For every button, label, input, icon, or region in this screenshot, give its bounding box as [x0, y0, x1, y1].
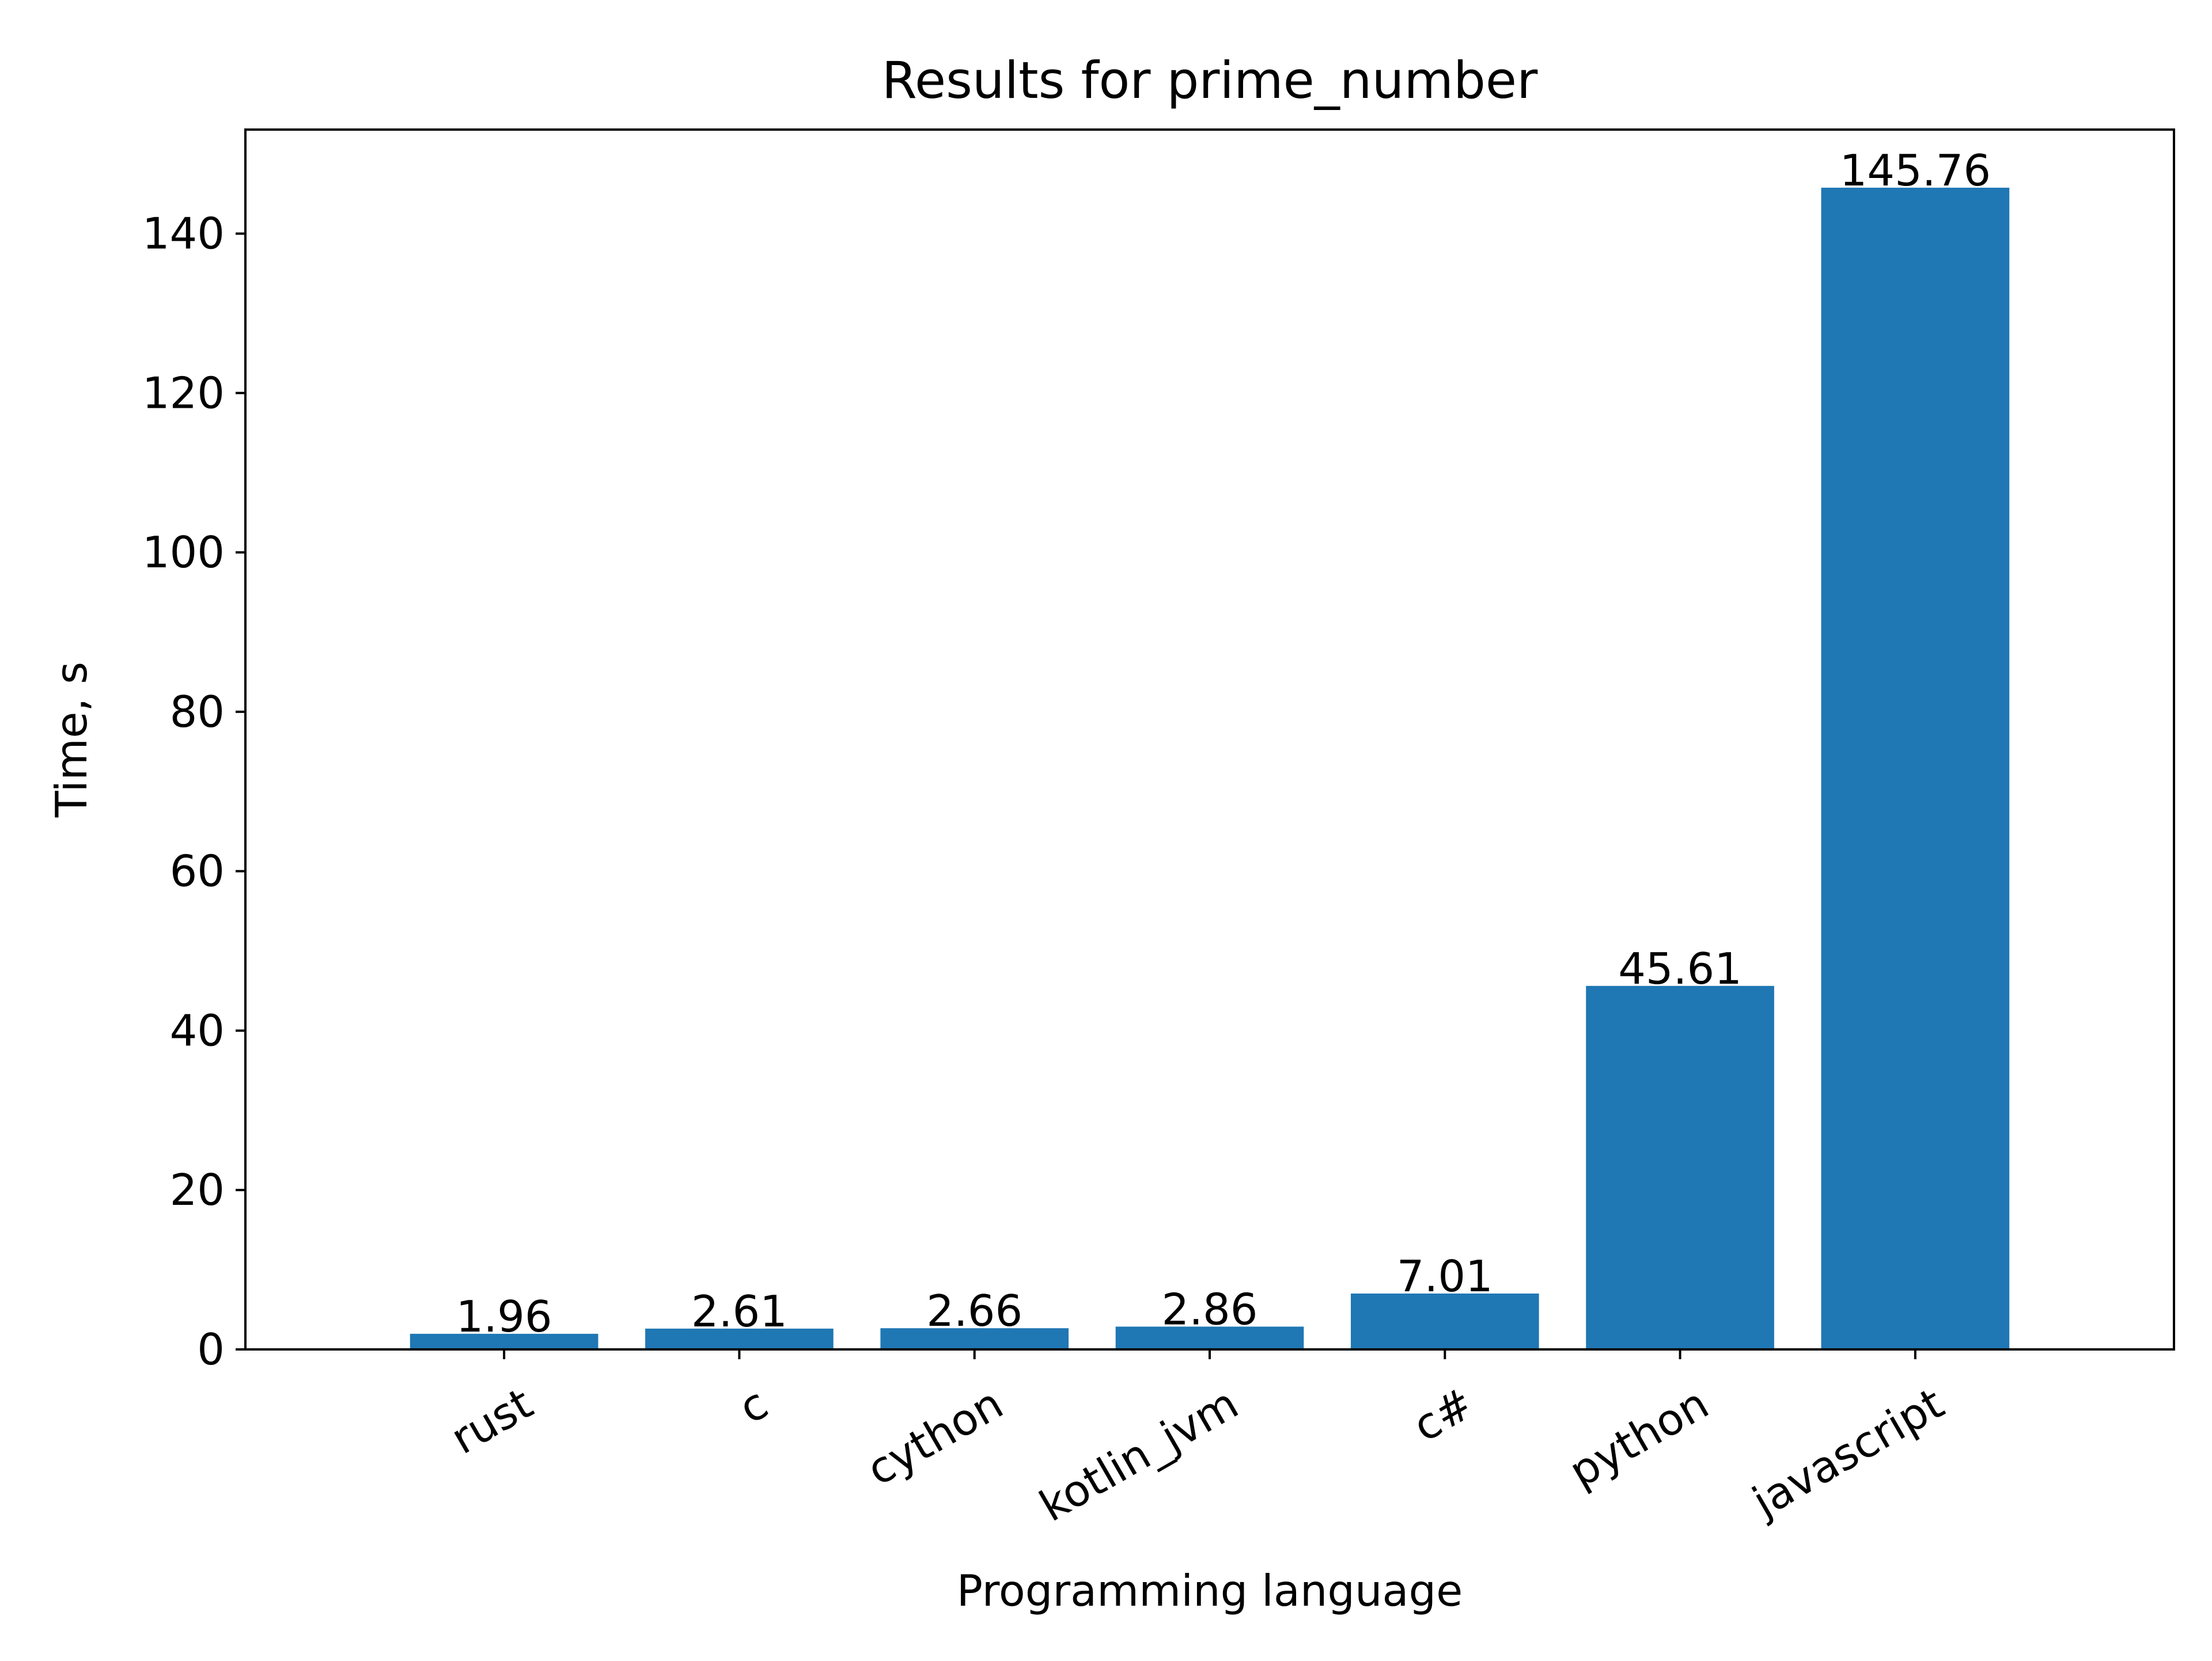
y-tick-label: 140	[142, 208, 225, 259]
bar-c	[645, 1328, 834, 1349]
x-tick-label-c: c	[730, 1378, 777, 1434]
bar-c#	[1350, 1293, 1539, 1349]
x-tick-label-c#: c#	[1404, 1378, 1482, 1451]
x-tick-label-kotlin_jvm: kotlin_jvm	[1031, 1378, 1247, 1531]
x-axis: rust c cython kotlin_jvm c# python javascript	[442, 1349, 1952, 1531]
data-label-c#: 7.01	[1397, 1251, 1493, 1302]
bar-rust	[410, 1333, 599, 1349]
chart-title: Results for prime_number	[882, 51, 1538, 110]
bar-kotlin_jvm	[1115, 1326, 1304, 1349]
y-tick-label: 20	[170, 1165, 225, 1215]
data-label-cython: 2.66	[926, 1285, 1022, 1336]
data-label-javascript: 145.76	[1840, 145, 1991, 196]
data-label-rust: 1.96	[456, 1291, 552, 1342]
x-tick-label-python: python	[1560, 1378, 1717, 1497]
y-axis: 0 20 40 60 80 100 120 140	[142, 208, 245, 1375]
x-axis-label: Programming language	[957, 1565, 1463, 1616]
y-tick-label: 0	[197, 1324, 225, 1375]
data-label-c: 2.61	[691, 1286, 787, 1337]
bar-cython	[880, 1328, 1069, 1349]
data-label-kotlin_jvm: 2.86	[1162, 1284, 1258, 1334]
bars-layer	[410, 187, 2010, 1349]
bar-python	[1586, 985, 1774, 1349]
x-tick-label-rust: rust	[442, 1378, 541, 1464]
y-axis-label: Time, s	[46, 662, 97, 818]
y-tick-label: 40	[170, 1005, 225, 1056]
x-tick-label-javascript: javascript	[1743, 1378, 1952, 1527]
data-label-python: 45.61	[1618, 943, 1742, 994]
y-tick-label: 120	[142, 367, 225, 418]
bar-javascript	[1821, 187, 2010, 1349]
y-tick-label: 60	[170, 846, 225, 897]
y-tick-label: 80	[170, 687, 225, 737]
data-labels-layer: 1.96 2.61 2.66 2.86 7.01 45.61 145.76	[456, 145, 1991, 1342]
x-tick-label-cython: cython	[858, 1378, 1012, 1495]
y-tick-label: 100	[142, 527, 225, 578]
plot-frame	[244, 128, 2175, 1351]
